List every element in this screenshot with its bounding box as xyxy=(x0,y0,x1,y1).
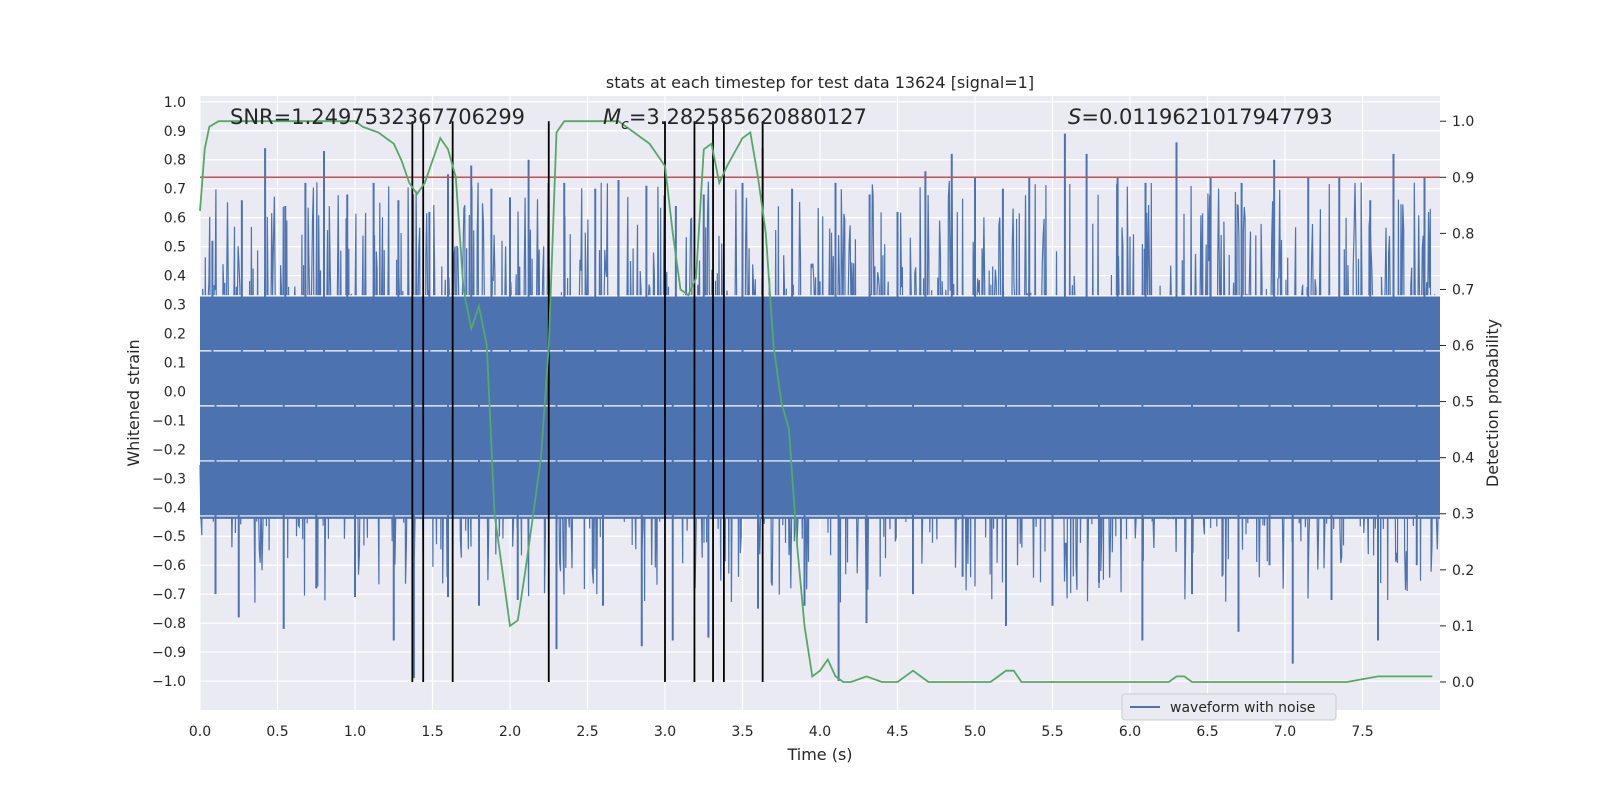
y-tick-label-right: 0.3 xyxy=(1452,507,1474,523)
x-tick-label: 7.5 xyxy=(1351,724,1373,740)
y-tick-label-right: 0.0 xyxy=(1452,675,1474,691)
y-tick-label-left: 0.8 xyxy=(164,153,186,169)
y-tick-label-left: 0.1 xyxy=(164,355,186,371)
y-tick-label-left: −0.2 xyxy=(152,442,186,458)
y-tick-label-left: −0.1 xyxy=(152,413,186,429)
axes: 0.0 0.5 1.0 1.5 2.0 2.5 3.0 3.5 4.0 4.5 5.0 5.5 6.0 6… xyxy=(152,95,1474,740)
x-tick-label: 2.0 xyxy=(499,724,521,740)
x-axis-label: Time (s) xyxy=(786,745,852,764)
y-tick-label-left: 0.9 xyxy=(164,124,186,140)
x-tick-label: 3.0 xyxy=(654,724,676,740)
y-tick-label-right: 0.4 xyxy=(1452,451,1474,467)
y-tick-label-left: 0.0 xyxy=(164,384,186,400)
snr-annotation: SNR=1.2497532367706299 xyxy=(230,105,525,129)
y-tick-label-left: −0.7 xyxy=(152,587,186,603)
y-tick-label-right: 0.2 xyxy=(1452,563,1474,579)
chart-title: stats at each timestep for test data 136… xyxy=(606,73,1034,92)
y-tick-label-right: 0.1 xyxy=(1452,619,1474,635)
y-tick-label-right: 0.9 xyxy=(1452,170,1474,186)
y-tick-label-left: 0.4 xyxy=(164,269,186,285)
s-value: =0.0119621017947793 xyxy=(1081,105,1332,129)
x-tick-label: 2.5 xyxy=(576,724,598,740)
legend-box xyxy=(1121,693,1337,721)
s-symbol: S xyxy=(1068,105,1081,129)
vertical-markers xyxy=(411,121,764,682)
x-tick-label: 4.0 xyxy=(809,724,831,740)
y-tick-label-left: −0.6 xyxy=(152,558,186,574)
x-tick-label: 3.5 xyxy=(731,724,753,740)
legend: waveform with noise xyxy=(1121,693,1337,721)
y-tick-label-left: −0.5 xyxy=(152,529,186,545)
y-axis-label-left: Whitened strain xyxy=(124,339,143,466)
y-tick-label-left: 1.0 xyxy=(164,95,186,111)
y-axis-label-right: Detection probability xyxy=(1483,319,1502,487)
x-tick-label: 0.0 xyxy=(189,724,211,740)
chirp-mass-symbol: M xyxy=(603,105,621,129)
waveform-core-band xyxy=(200,295,1440,519)
x-tick-label: 6.5 xyxy=(1196,724,1218,740)
x-tick-label: 7.0 xyxy=(1274,724,1296,740)
y-tick-label-left: 0.5 xyxy=(164,240,186,256)
x-tick-label: 6.0 xyxy=(1119,724,1141,740)
x-tick-label: 1.5 xyxy=(421,724,443,740)
x-tick-label: 5.0 xyxy=(964,724,986,740)
y-tick-label-left: −0.4 xyxy=(152,500,186,516)
x-tick-label: 0.5 xyxy=(266,724,288,740)
y-tick-label-right: 0.6 xyxy=(1452,339,1474,355)
y-tick-label-right: 0.8 xyxy=(1452,226,1474,242)
y-tick-label-left: 0.6 xyxy=(164,211,186,227)
x-tick-label: 1.0 xyxy=(344,724,366,740)
chirp-mass-subscript: c xyxy=(621,117,629,133)
y-tick-label-left: −0.8 xyxy=(152,616,186,632)
y-tick-label-right: 0.7 xyxy=(1452,282,1474,298)
x-tick-label: 4.5 xyxy=(886,724,908,740)
s-annotation: S=0.0119621017947793 xyxy=(1068,105,1333,129)
y-tick-label-left: −0.9 xyxy=(152,645,186,661)
x-tick-label: 5.5 xyxy=(1041,724,1063,740)
y-tick-label-left: 0.3 xyxy=(164,298,186,314)
chirp-mass-value: =3.282585620880127 xyxy=(629,105,867,129)
legend-label-waveform: waveform with noise xyxy=(1170,700,1315,716)
y-tick-label-left: −1.0 xyxy=(152,674,186,690)
waveform-series xyxy=(199,133,1440,682)
y-tick-label-left: −0.3 xyxy=(152,471,186,487)
y-tick-label-right: 0.5 xyxy=(1452,395,1474,411)
y-tick-label-left: 0.2 xyxy=(164,326,186,342)
chirp-mass-annotation: Mc=3.282585620880127 xyxy=(603,105,867,133)
y-tick-label-left: 0.7 xyxy=(164,182,186,198)
probability-line xyxy=(199,120,1433,683)
y-tick-label-right: 1.0 xyxy=(1452,114,1474,130)
probability-series xyxy=(199,120,1433,683)
